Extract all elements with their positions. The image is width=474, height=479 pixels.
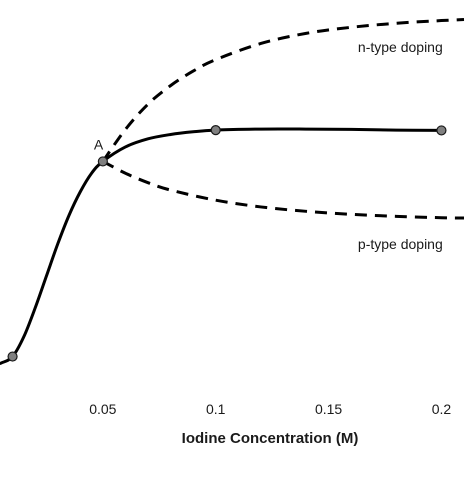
series-line-measured <box>0 127 442 366</box>
series-layer <box>0 18 465 366</box>
annotation-layer: An-type doping p-type doping <box>94 39 443 252</box>
annotation-a: A <box>94 136 104 152</box>
data-point-1 <box>7 351 18 362</box>
x-tick-layer: 0.05 0.1 0.15 0.2 <box>89 401 451 417</box>
x-tick-label-1: 0.1 <box>206 401 226 417</box>
x-tick-label-3: 0.2 <box>432 401 452 417</box>
x-tick-label-0: 0.05 <box>89 401 116 417</box>
series-line-n-type-doping <box>101 18 465 163</box>
x-tick-label-2: 0.15 <box>315 401 342 417</box>
series-line-p-type-doping <box>102 160 465 220</box>
data-point-3 <box>210 124 221 136</box>
annotation-p-type-doping: p-type doping <box>358 236 443 252</box>
annotation-n-type-doping: n-type doping <box>358 39 443 55</box>
x-axis-title: Iodine Concentration (M) <box>182 430 359 447</box>
data-point-2 <box>97 156 108 167</box>
marker-layer <box>7 124 447 362</box>
data-point-4 <box>436 125 447 136</box>
